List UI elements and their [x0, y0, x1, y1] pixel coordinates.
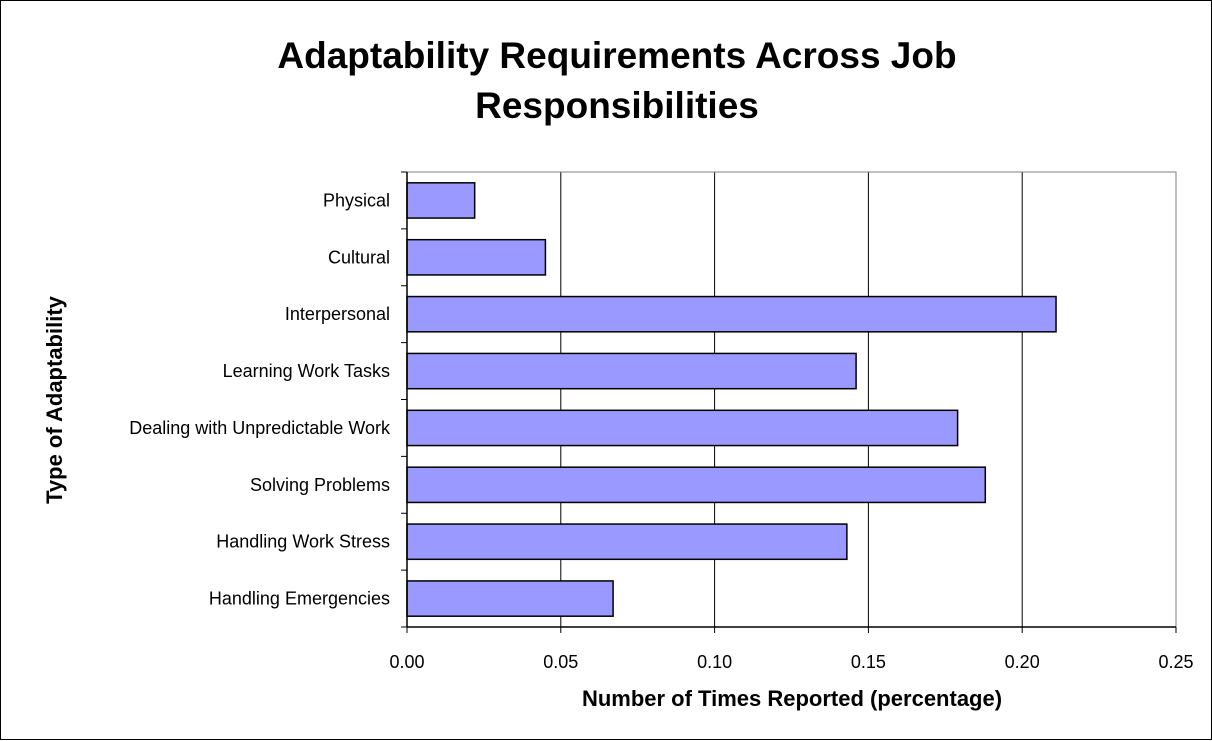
- bar: [406, 409, 959, 447]
- x-tick-label: 0.05: [543, 652, 578, 672]
- y-tick-label: Learning Work Tasks: [223, 361, 390, 381]
- y-tick-label: Interpersonal: [285, 304, 390, 324]
- plot-area: Physical Cultural Interpersonal Learning Wo…: [129, 171, 1194, 672]
- bar: [406, 182, 476, 219]
- y-tick-label: Handling Work Stress: [216, 532, 390, 552]
- bar: [406, 523, 848, 561]
- x-axis-title: Number of Times Reported (percentage): [582, 686, 1002, 711]
- y-tick-label: Physical: [323, 190, 390, 210]
- x-tick-label: 0.25: [1158, 652, 1193, 672]
- bar: [406, 580, 614, 617]
- x-tick-label: 0.20: [1005, 652, 1040, 672]
- y-axis-title: Type of Adaptability: [42, 295, 67, 504]
- chart-title-line-2: Responsibilities: [475, 85, 759, 126]
- chart-title-line-1: Adaptability Requirements Across Job: [277, 35, 956, 76]
- bar: [406, 466, 987, 504]
- y-tick-label: Solving Problems: [250, 475, 390, 495]
- x-tick-label: 0.10: [697, 652, 732, 672]
- bar: [406, 352, 857, 390]
- bar: [406, 295, 1057, 333]
- x-tick-label: 0.00: [389, 652, 424, 672]
- x-tick-label: 0.15: [851, 652, 886, 672]
- y-tick-label: Handling Emergencies: [209, 589, 390, 609]
- bar: [406, 238, 547, 276]
- y-tick-label: Dealing with Unpredictable Work: [129, 418, 391, 438]
- y-tick-label: Cultural: [328, 247, 390, 267]
